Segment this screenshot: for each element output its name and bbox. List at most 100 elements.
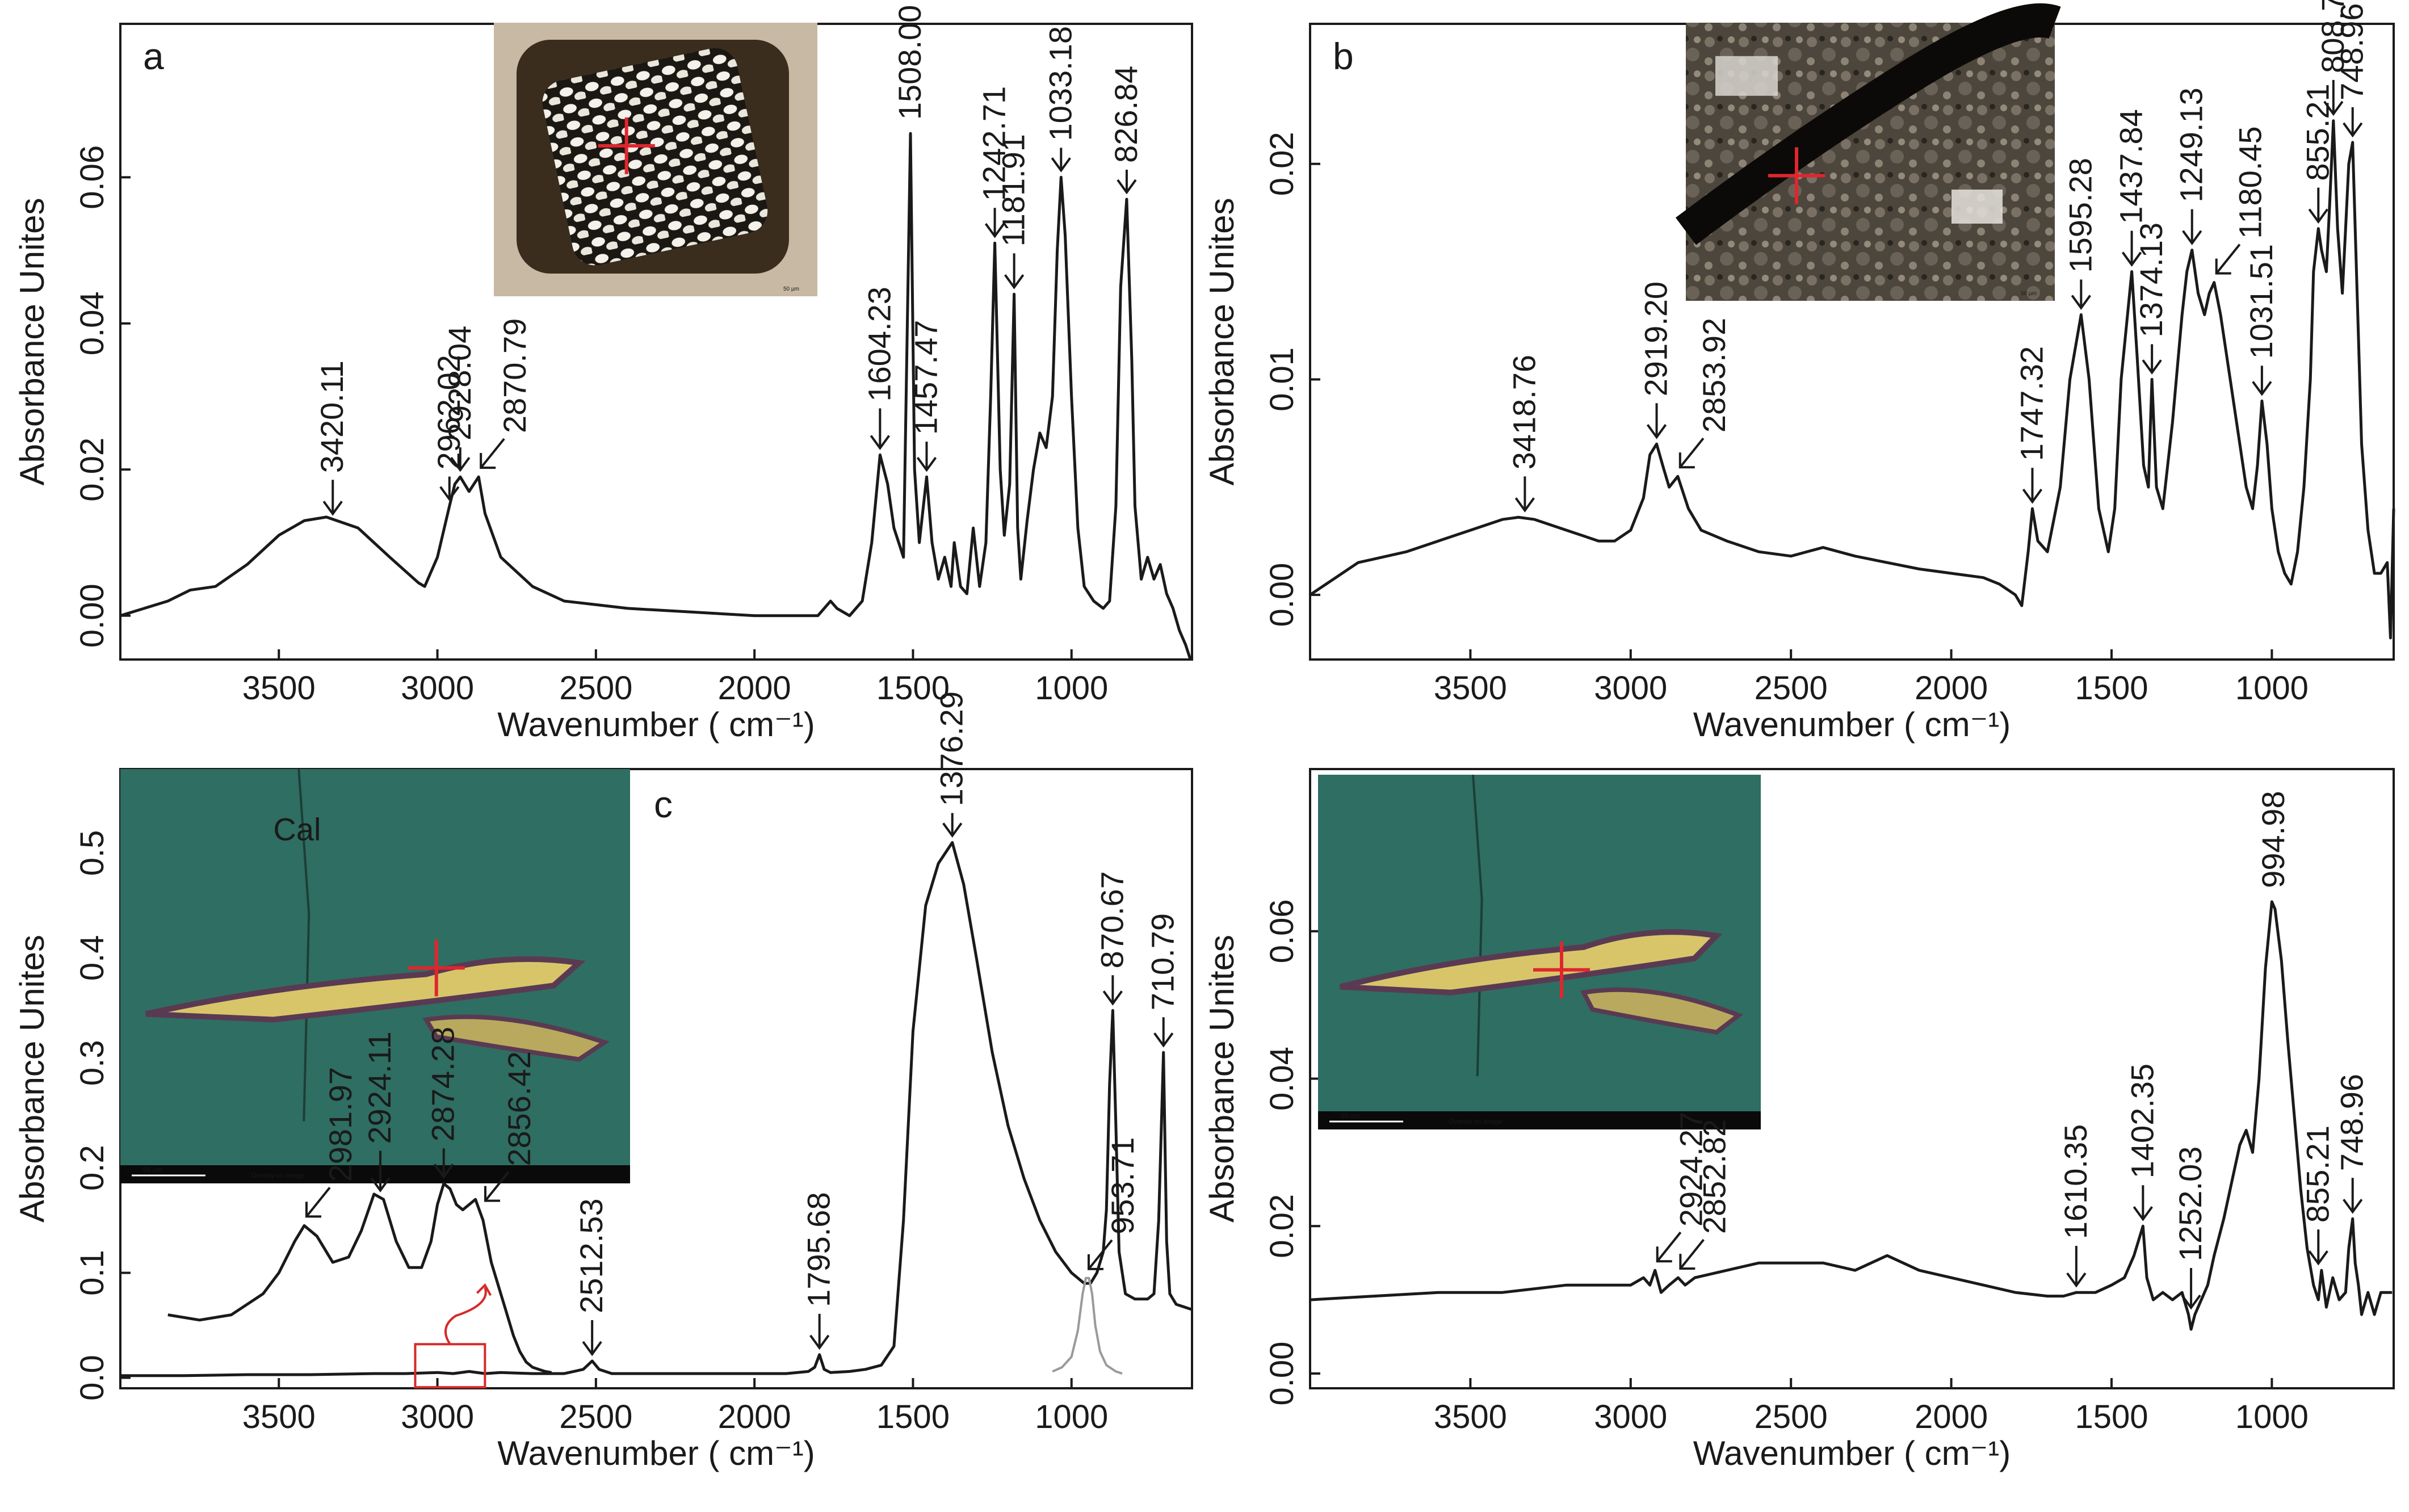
peak-annotation: 1508.00 bbox=[892, 5, 927, 120]
peak-annotation: 1747.32 bbox=[2013, 346, 2049, 504]
peak-arrow-head bbox=[484, 1186, 501, 1202]
y-axis-title: Absorbance Unites bbox=[13, 935, 51, 1223]
peak-annotation: 1252.03 bbox=[2172, 1146, 2208, 1310]
peak-arrow-line bbox=[1679, 1238, 1705, 1270]
peak-arrow-head bbox=[2215, 258, 2231, 275]
peak-arrow-head bbox=[2252, 381, 2272, 396]
peak-annotation: 2924.11 bbox=[362, 1031, 397, 1192]
peak-arrow-head bbox=[370, 1177, 391, 1192]
peak-arrow-line bbox=[484, 1171, 510, 1202]
y-tick-label: 0.1 bbox=[74, 1250, 111, 1296]
y-tick-label: 0.2 bbox=[74, 1145, 111, 1191]
peak-annotation: 1610.35 bbox=[2058, 1124, 2093, 1288]
peak-arrow-head bbox=[1678, 452, 1695, 469]
peak-label: 1402.35 bbox=[2124, 1064, 2160, 1178]
peak-annotation: 748.96 bbox=[2334, 3, 2370, 138]
zoom-arrow bbox=[444, 1287, 487, 1345]
peak-arrow-line bbox=[2215, 243, 2241, 274]
inset-caption-bar bbox=[1318, 1111, 1761, 1129]
inset-scale-text: 50 µm bbox=[783, 286, 799, 292]
peak-arrow-head bbox=[1117, 179, 1137, 195]
y-tick-label: 0.04 bbox=[74, 291, 111, 355]
peak-annotation: 3418.76 bbox=[1506, 355, 1542, 513]
x-tick-label: 3000 bbox=[1594, 670, 1667, 707]
x-tick-label: 3000 bbox=[401, 670, 474, 707]
x-tick-label: 3500 bbox=[242, 670, 316, 707]
x-tick-label: 1500 bbox=[876, 1398, 950, 1435]
peak-label: 1180.45 bbox=[2232, 126, 2268, 238]
peak-arrow-line bbox=[1679, 438, 1705, 468]
peak-arrow-head bbox=[1153, 1032, 1174, 1048]
x-tick-label: 3500 bbox=[1434, 670, 1507, 707]
peak-label: 1595.28 bbox=[2062, 158, 2098, 272]
micrograph-inset: 50 µm bbox=[494, 23, 817, 296]
peak-annotation: 1249.13 bbox=[2173, 87, 2209, 246]
y-tick-label: 0.06 bbox=[74, 145, 111, 209]
peak-arrow-head bbox=[2071, 295, 2091, 310]
y-tick-label: 0.00 bbox=[1264, 1342, 1300, 1406]
inset-organic-lamina bbox=[145, 956, 586, 1023]
peak-annotation: 3420.11 bbox=[314, 360, 350, 516]
peak-annotation: 1181.91 bbox=[996, 134, 1031, 289]
y-tick-label: 0.02 bbox=[1264, 132, 1300, 196]
x-tick-label: 1000 bbox=[2235, 1398, 2309, 1435]
peak-arrow-head bbox=[984, 223, 1005, 238]
inset-crystal bbox=[1715, 56, 1778, 96]
inset-caption-bar bbox=[120, 1165, 630, 1183]
peak-label: 870.67 bbox=[1094, 871, 1130, 968]
peak-label: 1033.18 bbox=[1042, 26, 1078, 141]
peak-annotation: 826.84 bbox=[1108, 66, 1144, 195]
peak-label: 994.98 bbox=[2255, 791, 2291, 888]
peak-arrow-head bbox=[439, 486, 460, 502]
peak-arrow-head bbox=[2022, 489, 2043, 504]
peak-label: 953.71 bbox=[1105, 1137, 1140, 1234]
peak-arrow-head bbox=[582, 1341, 602, 1356]
peak-arrow-head bbox=[305, 1202, 321, 1218]
peak-arrow-head bbox=[450, 456, 471, 472]
peak-arrow-head bbox=[1656, 1246, 1672, 1263]
y-tick-label: 0.04 bbox=[1264, 1047, 1300, 1111]
y-tick-label: 0.02 bbox=[1264, 1194, 1300, 1258]
x-axis-title: Wavenumber ( cm⁻¹) bbox=[497, 1434, 815, 1472]
spectrum-series-2 bbox=[167, 1182, 552, 1374]
x-tick-label: 1500 bbox=[876, 670, 950, 707]
micrograph-inset: 50 um Overlay on Image Cal bbox=[120, 768, 630, 1183]
peak-arrow-line bbox=[305, 1187, 331, 1217]
peak-annotation: 1457.47 bbox=[908, 320, 943, 472]
peak-arrow-head bbox=[2343, 1199, 2363, 1214]
peak-label: 808.74 bbox=[2315, 0, 2351, 73]
x-tick-label: 2500 bbox=[1755, 670, 1828, 707]
spectrum-series-1 bbox=[1309, 119, 2395, 640]
peak-label: 3418.76 bbox=[1506, 355, 1542, 469]
peak-label: 3420.11 bbox=[314, 360, 350, 473]
peak-label: 1031.51 bbox=[2243, 244, 2279, 359]
peak-label: 2856.42 bbox=[501, 1051, 537, 1166]
peak-annotation: 710.79 bbox=[1145, 913, 1181, 1048]
x-tick-label: 2500 bbox=[559, 1398, 632, 1435]
peak-arrow-head bbox=[2142, 359, 2162, 375]
peak-annotation: 2981.97 bbox=[305, 1067, 358, 1218]
x-tick-label: 1000 bbox=[2235, 670, 2309, 707]
panel-letter: b bbox=[1333, 35, 1354, 77]
x-tick-label: 3000 bbox=[401, 1398, 474, 1435]
inset-scale-text: 50 µm bbox=[2021, 291, 2037, 297]
x-tick-label: 2000 bbox=[1915, 1398, 1988, 1435]
spectrum-series-1 bbox=[1310, 900, 2393, 1331]
peak-label: 2870.79 bbox=[497, 318, 532, 433]
inset-dark-vein bbox=[1675, 3, 2061, 245]
peak-label: 855.21 bbox=[2299, 1125, 2335, 1223]
x-tick-label: 1500 bbox=[2075, 1398, 2148, 1435]
peak-label: 2874.28 bbox=[425, 1027, 461, 1141]
peak-arrow-head bbox=[2308, 1250, 2328, 1266]
x-axis-title: Wavenumber ( cm⁻¹) bbox=[1693, 1434, 2011, 1472]
peak-label: 1252.03 bbox=[2172, 1146, 2208, 1261]
peak-annotation: 1604.23 bbox=[861, 287, 897, 450]
zoom-box bbox=[414, 1343, 486, 1389]
y-tick-label: 0.5 bbox=[74, 830, 111, 876]
micrograph-inset: 50 um Overlay on Image bbox=[1318, 774, 1761, 1129]
chart-panel-b: 3500 3000 2500 2000 1500 1000 0.00 0.01 0.02 Wave… bbox=[1203, 0, 2395, 744]
chart-panel-a: 3500 3000 2500 2000 1500 1000 0.00 0.02 0.04 0.06… bbox=[13, 5, 1193, 744]
spectrum-series-3 bbox=[1052, 1276, 1123, 1375]
inset-mineral-label: Cal bbox=[273, 812, 321, 847]
